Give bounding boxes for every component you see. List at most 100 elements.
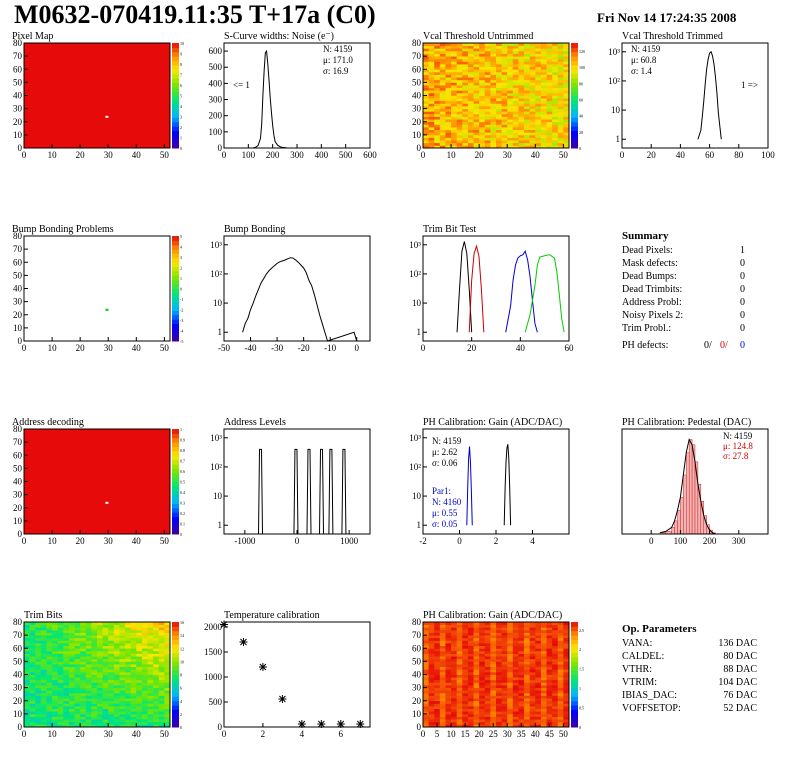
vcal_untrimmed-cell: [524, 71, 531, 75]
ph_gain_map-cell: [456, 632, 463, 636]
ph_gain_map-cell: [473, 637, 480, 641]
ph_gain_map-cell: [423, 622, 430, 626]
trim_bits-cell: [35, 721, 42, 725]
vcal_untrimmed-cell: [456, 116, 463, 120]
ph_gain_map-cell: [540, 650, 547, 654]
vcal_untrimmed-cell: [546, 92, 553, 96]
trim_bits-cell: [74, 711, 81, 715]
trim_bits-cell: [130, 637, 137, 641]
trim_bits-cell: [164, 716, 171, 720]
trim_bits-cell: [102, 622, 109, 626]
trim_bits-cell: [63, 685, 70, 689]
ph_gain_map-cell: [451, 713, 458, 717]
trim_bits-cell: [113, 627, 120, 631]
ph_gain_map-cell: [451, 637, 458, 641]
vcal_untrimmed-cell: [439, 77, 446, 81]
ph_gain_map-cell: [507, 677, 514, 681]
vcal_untrimmed-cell: [451, 69, 458, 73]
ph_gain_map-cell: [518, 658, 525, 662]
ph_gain_map-cell: [552, 643, 559, 647]
ph-gain-par1-stats: Par1: N: 4160 μ: 0.55 σ: 0.05: [432, 486, 461, 530]
vcal_untrimmed-colorbar-label: 40: [579, 114, 583, 119]
ph_gain_map-cell: [423, 706, 430, 710]
ph_gain_map-cell: [518, 671, 525, 675]
vcal_untrimmed-cell: [507, 121, 514, 125]
ph_gain_map-cell: [451, 669, 458, 673]
trim_bits-cell: [125, 716, 132, 720]
trim_bits-cell: [113, 713, 120, 717]
vcal_untrimmed-cell: [540, 142, 547, 146]
vcal_untrimmed-cell: [540, 113, 547, 117]
ph_gain_map-cell: [473, 674, 480, 678]
trim_bits-cell: [102, 679, 109, 683]
vcal_untrimmed-cell: [546, 66, 553, 70]
pixel_map-ytick-label: 80: [13, 38, 23, 48]
ph_gain_map-cell: [439, 671, 446, 675]
trim_bits-cell: [63, 679, 70, 683]
trim_bits-cell: [85, 629, 92, 633]
vcal_untrimmed-cell: [451, 98, 458, 102]
vcal_untrimmed-cell: [557, 43, 564, 47]
vcal_untrimmed-cell: [529, 106, 536, 110]
trim_bits-cell: [119, 724, 126, 728]
vcal_untrimmed-xtick-label: 20: [475, 150, 485, 160]
ph_gain_map-cell: [467, 648, 474, 652]
vcal_untrimmed-colorbar-label: 20: [579, 130, 583, 135]
address_decoding-colorbar-cell: [172, 468, 179, 474]
ph_gain_map-cell: [557, 677, 564, 681]
ph_gain_map-cell: [479, 687, 486, 691]
trim_bits-cell: [74, 669, 81, 673]
trim_bits-cell: [130, 713, 137, 717]
trim_bits-cell: [46, 671, 53, 675]
ph_gain_map-cell: [479, 706, 486, 710]
address_decoding-colorbar-label: 0.6: [180, 469, 185, 474]
trim_bits-cell: [57, 682, 64, 686]
trim_bits-cell: [74, 692, 81, 696]
vcal_untrimmed-cell: [563, 137, 570, 141]
ph_gain_map-cell: [428, 656, 435, 660]
ph_gain_map-xtick-label: 0: [421, 729, 426, 739]
ph_gain_map-xtick-label: 25: [489, 729, 499, 739]
vcal_untrimmed-cell: [490, 121, 497, 125]
ph_gain_map-cell: [546, 650, 553, 654]
pixel_map-colorbar-cell: [172, 104, 179, 110]
ph_gain_map-cell: [535, 624, 542, 628]
vcal_untrimmed-cell: [490, 145, 497, 149]
ph_gain_map-cell: [540, 682, 547, 686]
ph_gain_map-colorbar-cell: [571, 683, 578, 689]
ph_gain_map-cell: [484, 643, 491, 647]
vcal_untrimmed-cell: [557, 121, 564, 125]
ph_gain_map-cell: [479, 721, 486, 725]
vcal_untrimmed-cell: [501, 140, 508, 144]
vcal_untrimmed-cell: [524, 100, 531, 104]
ph_gain_map-cell: [423, 687, 430, 691]
trim_bits-cell: [40, 703, 47, 707]
ph_gain_map-cell: [490, 622, 497, 626]
ph_gain_map-cell: [490, 716, 497, 720]
vcal_untrimmed-cell: [518, 145, 525, 149]
ph_gain_map-cell: [524, 679, 531, 683]
ph_gain_map-cell: [552, 658, 559, 662]
trim_bits-cell: [24, 658, 31, 662]
vcal_untrimmed-cell: [552, 119, 559, 123]
ph_gain_map-cell: [434, 629, 441, 633]
trim_bit_test-ytick-label: 10: [412, 298, 422, 308]
vcal_untrimmed-cell: [445, 142, 452, 146]
ph_gain_map-cell: [490, 629, 497, 633]
trim_bits-cell: [91, 682, 98, 686]
ph_gain_map-cell: [473, 622, 480, 626]
trim_bits-cell: [68, 724, 75, 728]
vcal_untrimmed-cell: [552, 111, 559, 115]
scurve-ytick-label: 200: [209, 111, 223, 121]
ph_gain_map-colorbar-label: 1: [579, 686, 581, 691]
trim_bits-cell: [164, 708, 171, 712]
vcal_untrimmed-cell: [473, 124, 480, 128]
trim_bits-cell: [130, 692, 137, 696]
vcal_untrimmed-colorbar-label: 120: [579, 49, 585, 54]
par1-label: Par1:: [432, 486, 451, 496]
pixel_map-colorbar-label: 8: [180, 62, 182, 67]
ph_gain_map-cell: [490, 671, 497, 675]
trim_bits-cell: [125, 637, 132, 641]
vcal_untrimmed-cell: [439, 124, 446, 128]
ph_gain_map-cell: [529, 706, 536, 710]
